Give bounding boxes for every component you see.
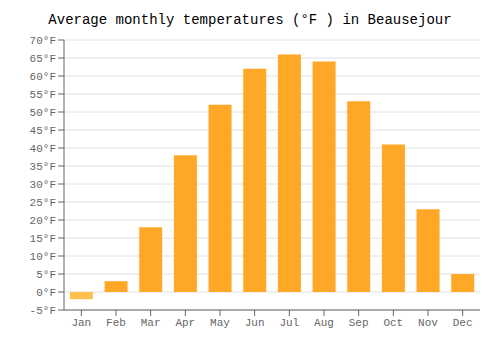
svg-text:May: May bbox=[210, 317, 230, 329]
svg-text:10°F: 10°F bbox=[30, 251, 56, 263]
svg-text:30°F: 30°F bbox=[30, 179, 56, 191]
svg-text:Jul: Jul bbox=[279, 317, 299, 329]
svg-text:60°F: 60°F bbox=[30, 71, 56, 83]
svg-text:20°F: 20°F bbox=[30, 215, 56, 227]
svg-text:45°F: 45°F bbox=[30, 125, 56, 137]
svg-text:15°F: 15°F bbox=[30, 233, 56, 245]
svg-text:65°F: 65°F bbox=[30, 53, 56, 65]
svg-text:Apr: Apr bbox=[175, 317, 195, 329]
svg-text:Mar: Mar bbox=[141, 317, 161, 329]
svg-text:5°F: 5°F bbox=[36, 269, 56, 281]
svg-text:55°F: 55°F bbox=[30, 89, 56, 101]
svg-text:Sep: Sep bbox=[349, 317, 369, 329]
svg-text:25°F: 25°F bbox=[30, 197, 56, 209]
svg-text:Oct: Oct bbox=[383, 317, 403, 329]
svg-text:50°F: 50°F bbox=[30, 107, 56, 119]
svg-text:35°F: 35°F bbox=[30, 161, 56, 173]
svg-text:Feb: Feb bbox=[106, 317, 126, 329]
svg-text:70°F: 70°F bbox=[30, 35, 56, 47]
svg-text:Jun: Jun bbox=[245, 317, 265, 329]
svg-text:Aug: Aug bbox=[314, 317, 334, 329]
svg-text:-5°F: -5°F bbox=[30, 305, 56, 317]
svg-text:0°F: 0°F bbox=[36, 287, 56, 299]
svg-text:Nov: Nov bbox=[418, 317, 438, 329]
svg-text:Dec: Dec bbox=[453, 317, 473, 329]
svg-text:Jan: Jan bbox=[71, 317, 91, 329]
html-text:Average monthly temperatures (: Average monthly temperatures (°F ) in Be… bbox=[48, 12, 452, 28]
svg-text:40°F: 40°F bbox=[30, 143, 56, 155]
